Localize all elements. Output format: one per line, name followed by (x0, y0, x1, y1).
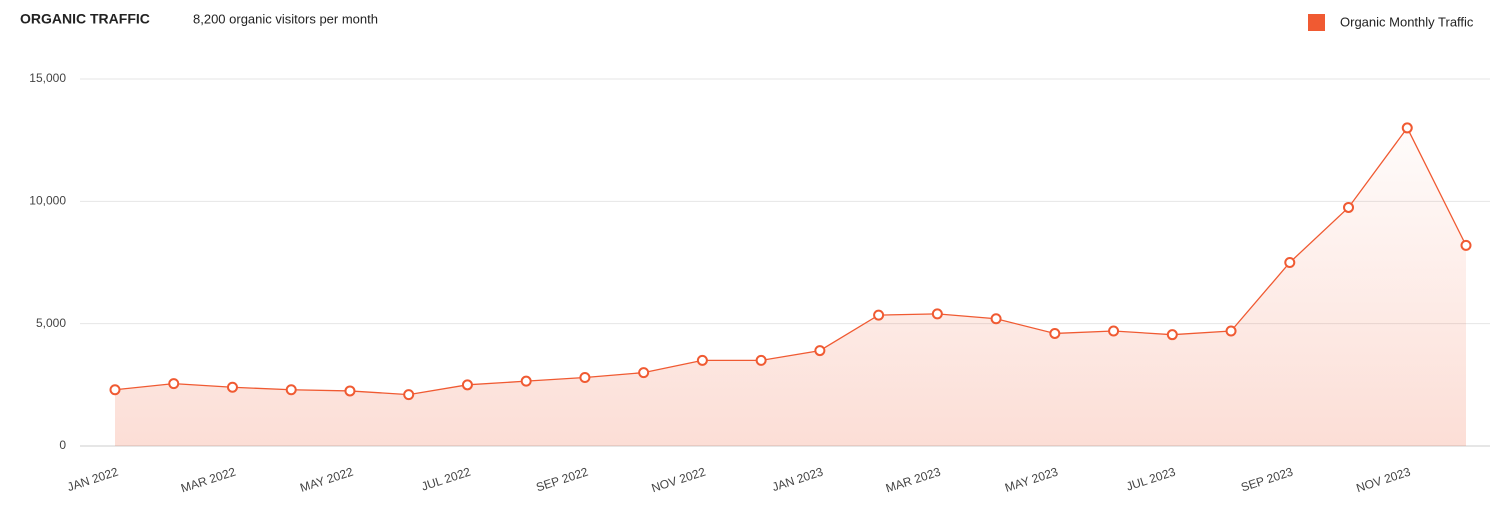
point (579, 371, 591, 383)
x-tick-label: JAN 2022 (65, 464, 120, 494)
legend-swatch (1308, 14, 1325, 31)
x-tick-label: NOV 2022 (650, 464, 708, 495)
point (109, 384, 121, 396)
y-tick-label: 5,000 (36, 316, 66, 330)
point (990, 313, 1002, 325)
point (1225, 325, 1237, 337)
point (285, 384, 297, 396)
x-tick-label: MAY 2022 (298, 464, 355, 494)
point (873, 309, 885, 321)
x-tick-label: MAR 2023 (884, 464, 943, 495)
point (461, 379, 473, 391)
point (168, 378, 180, 390)
x-tick-label: MAR 2022 (179, 464, 238, 495)
line (114, 126, 1467, 396)
y-tick-label: 10,000 (29, 194, 66, 208)
point (1108, 325, 1120, 337)
point (638, 367, 650, 379)
point (1166, 329, 1178, 341)
chart-subtitle: 8,200 organic visitors per month (193, 11, 378, 26)
y-tick-label: 15,000 (29, 71, 66, 85)
x-tick-label: JAN 2023 (770, 464, 825, 494)
point (344, 385, 356, 397)
x-tick-label: JUL 2022 (420, 464, 473, 493)
legend-label: Organic Monthly Traffic (1340, 14, 1474, 29)
point (1284, 257, 1296, 268)
x-tick-label: SEP 2023 (1239, 464, 1295, 494)
point (1343, 201, 1355, 213)
y-tick-label: 0 (59, 438, 66, 452)
x-tick-label: NOV 2023 (1355, 464, 1413, 495)
x-tick-label: SEP 2022 (534, 464, 590, 494)
point (1401, 122, 1413, 134)
point (1049, 327, 1061, 339)
point (814, 345, 826, 357)
chart-title: ORGANIC TRAFFIC (20, 11, 150, 27)
point (1460, 239, 1472, 251)
point (226, 381, 238, 393)
area (115, 127, 1466, 446)
point (520, 375, 532, 387)
x-tick-label: JUL 2023 (1124, 464, 1177, 493)
x-tick-label: MAY 2023 (1003, 464, 1060, 494)
point (403, 389, 415, 401)
point (696, 354, 708, 366)
point (755, 354, 767, 366)
point (931, 308, 943, 320)
